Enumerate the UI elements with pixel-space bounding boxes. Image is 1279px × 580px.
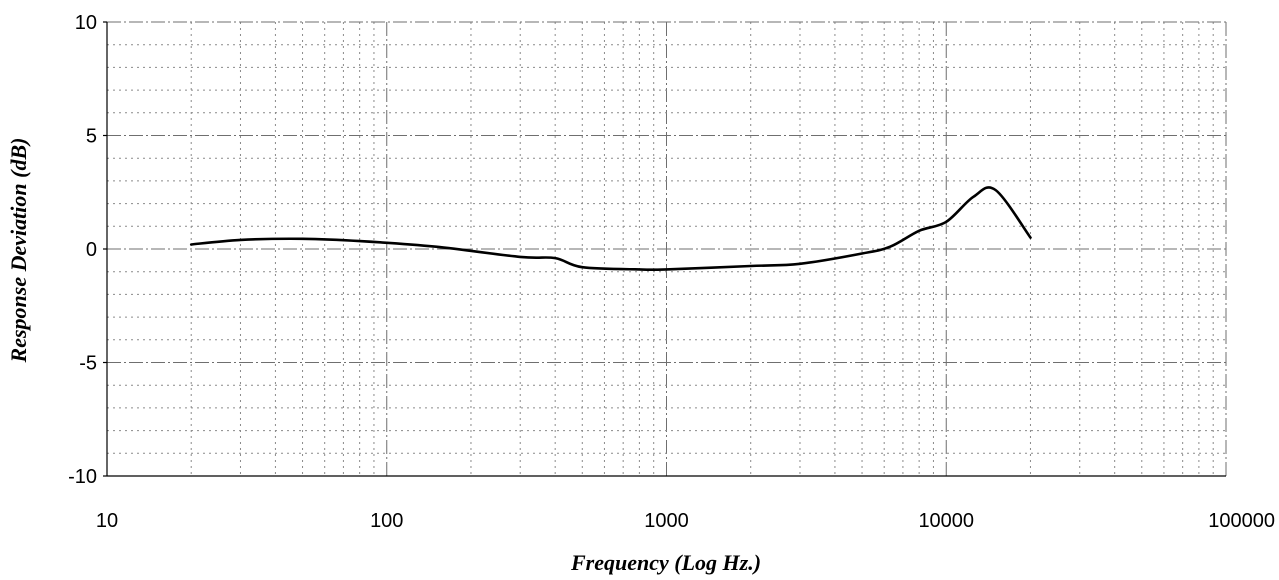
y-tick-labels: 10 5 0 -5 -10 xyxy=(68,12,107,488)
x-tick-labels: 10 100 1000 10000 100000 xyxy=(96,510,1275,532)
response-deviation-line xyxy=(189,186,1032,272)
y-tick-label: -10 xyxy=(68,466,97,488)
x-tick-label: 100000 xyxy=(1208,510,1275,532)
x-tick-label: 10000 xyxy=(918,510,974,532)
y-tick-label: 0 xyxy=(86,239,97,261)
series-layer xyxy=(189,186,1032,272)
x-tick-label: 10 xyxy=(96,510,118,532)
grid xyxy=(106,21,1227,477)
y-axis-title: Response Deviation (dB) xyxy=(6,138,31,364)
x-axis-title: Frequency (Log Hz.) xyxy=(570,550,761,575)
x-tick-label: 1000 xyxy=(644,510,689,532)
y-tick-label: 5 xyxy=(86,126,97,148)
x-tick-label: 100 xyxy=(370,510,403,532)
y-tick-label: 10 xyxy=(75,12,97,34)
y-tick-label: -5 xyxy=(79,353,97,375)
